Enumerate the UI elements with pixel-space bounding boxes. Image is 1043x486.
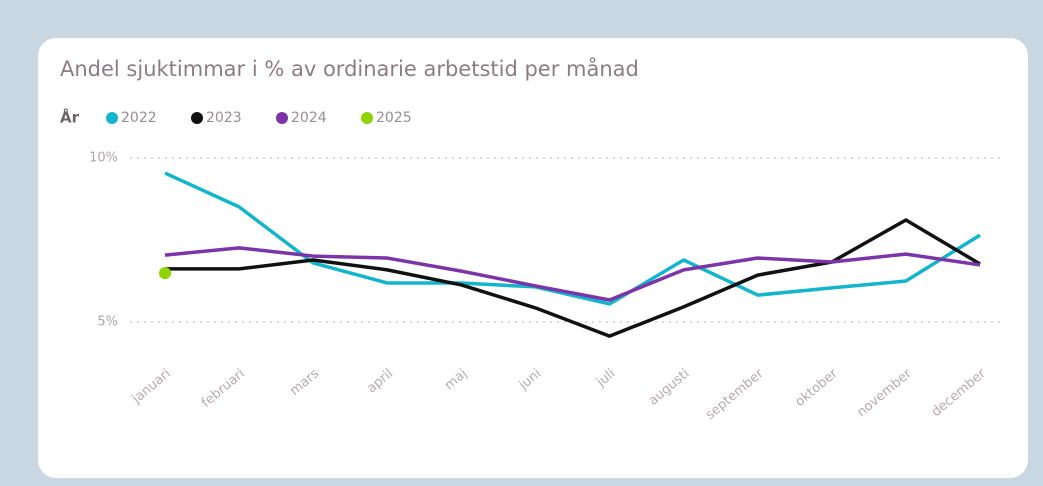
- legend-label: 2022: [121, 110, 157, 126]
- legend-title: År: [60, 108, 80, 127]
- legend-label: 2023: [206, 110, 242, 126]
- legend-marker: [191, 112, 203, 124]
- card: [38, 38, 1028, 478]
- line: [164, 246, 981, 302]
- legend-marker: [276, 112, 288, 124]
- legend-label: 2024: [291, 110, 327, 126]
- chart-title: Andel sjuktimmar i % av ordinarie arbets…: [60, 56, 639, 81]
- legend-label: 2025: [376, 110, 412, 126]
- y-tick-label: 10%: [89, 151, 118, 166]
- y-tick-label: 5%: [97, 315, 118, 330]
- legend-marker: [106, 112, 118, 124]
- line: [165, 218, 981, 338]
- line-point: [159, 267, 171, 280]
- legend-marker: [361, 112, 373, 124]
